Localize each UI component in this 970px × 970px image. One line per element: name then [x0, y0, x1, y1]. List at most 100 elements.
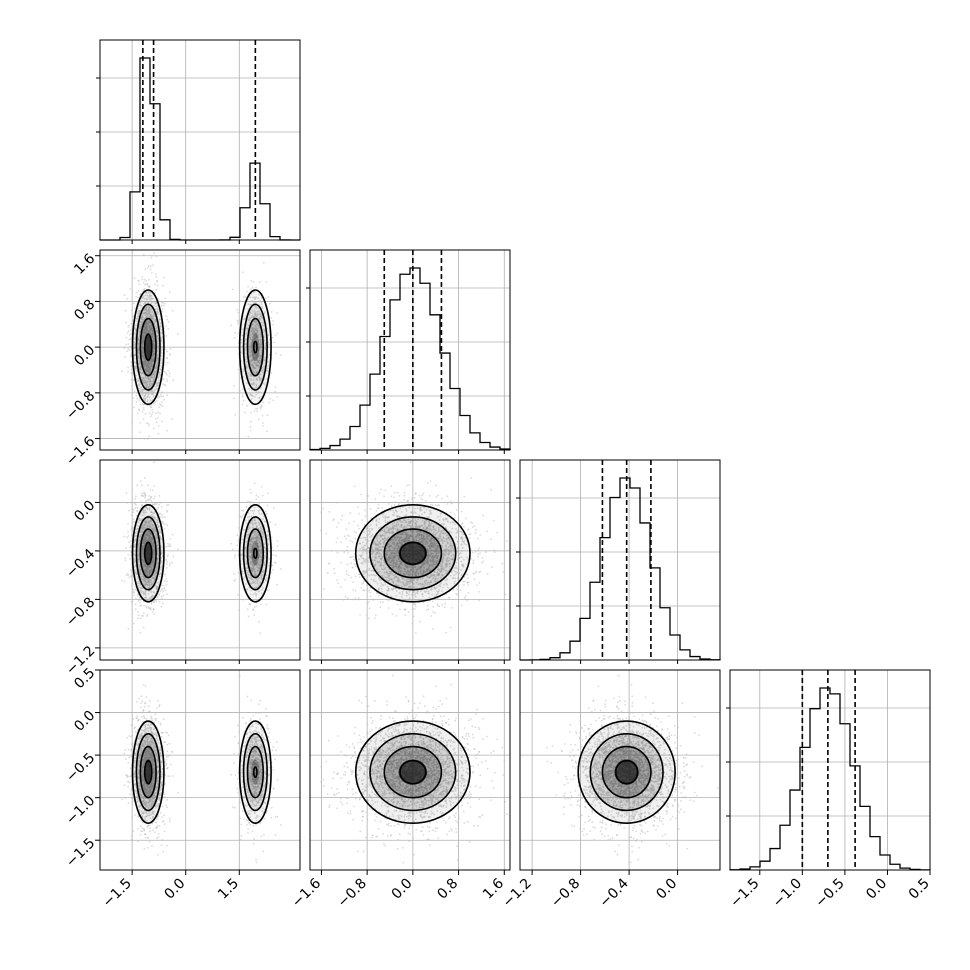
scatter-point — [123, 347, 126, 350]
scatter-point — [256, 327, 258, 330]
scatter-point — [153, 497, 155, 500]
scatter-point — [144, 413, 147, 415]
scatter-point — [276, 583, 278, 586]
scatter-point — [162, 383, 164, 386]
scatter-point — [138, 408, 140, 411]
scatter-point — [165, 563, 168, 566]
scatter-point — [136, 484, 139, 487]
scatter-point — [253, 482, 256, 485]
scatter-point — [152, 402, 155, 405]
scatter-point — [167, 369, 170, 372]
scatter-point — [156, 508, 158, 511]
scatter-point — [127, 574, 130, 577]
scatter-point — [166, 580, 169, 583]
scatter-point — [129, 569, 132, 571]
scatter-point — [131, 508, 134, 511]
scatter-point — [150, 272, 153, 274]
scatter-point — [256, 410, 258, 413]
scatter-point — [237, 322, 239, 325]
scatter-point — [171, 418, 173, 420]
scatter-point — [143, 496, 146, 499]
scatter-point — [260, 303, 263, 306]
scatter-point — [151, 611, 154, 613]
scatter-point — [262, 422, 264, 424]
scatter-point — [233, 556, 236, 559]
scatter-point — [149, 265, 152, 268]
scatter-point — [163, 384, 166, 387]
scatter-point — [141, 276, 144, 278]
scatter-point — [148, 424, 151, 427]
scatter-point — [161, 602, 164, 605]
scatter-point — [256, 314, 259, 317]
scatter-point — [160, 595, 163, 598]
scatter-point — [155, 598, 158, 601]
scatter-point — [134, 331, 137, 334]
scatter-point — [152, 608, 155, 610]
scatter-point — [247, 285, 249, 288]
scatter-point — [145, 499, 148, 502]
scatter-point — [163, 528, 166, 530]
scatter-point — [137, 611, 140, 613]
scatter-point — [148, 279, 150, 281]
scatter-point — [166, 318, 169, 321]
scatter-point — [124, 309, 127, 312]
scatter-point — [134, 608, 137, 611]
y-tick-label: 0.8 — [71, 296, 98, 323]
scatter-point — [151, 408, 154, 411]
scatter-point — [247, 615, 250, 618]
scatter-point — [161, 506, 163, 508]
scatter-point — [166, 560, 169, 563]
scatter-point — [149, 488, 152, 491]
scatter-point — [253, 614, 255, 616]
scatter-point — [133, 502, 136, 505]
scatter-point — [267, 296, 270, 299]
scatter-point — [159, 590, 162, 593]
scatter-point — [162, 590, 165, 593]
y-tick-label: 0.0 — [71, 342, 98, 369]
scatter-point — [121, 579, 123, 582]
scatter-point — [246, 404, 248, 407]
scatter-point — [261, 414, 264, 417]
scatter-point — [158, 395, 161, 398]
scatter-point — [142, 612, 145, 614]
scatter-point — [249, 488, 252, 491]
scatter-point — [168, 564, 171, 567]
scatter-point — [146, 405, 149, 407]
scatter-point — [139, 480, 142, 482]
scatter-point — [270, 300, 273, 303]
scatter-point — [249, 425, 252, 428]
scatter-point — [172, 555, 175, 558]
scatter-point — [125, 492, 128, 494]
scatter-point — [241, 403, 244, 406]
scatter-point — [138, 399, 140, 402]
scatter-point — [146, 400, 149, 403]
scatter-point — [250, 288, 252, 290]
scatter-point — [126, 536, 128, 539]
scatter-point — [131, 421, 133, 424]
scatter-point — [263, 261, 265, 264]
scatter-point — [266, 367, 269, 370]
scatter-point — [143, 278, 146, 281]
scatter-point — [163, 580, 166, 582]
scatter-point — [137, 595, 139, 597]
scatter-point — [231, 548, 234, 551]
scatter-point — [231, 288, 234, 291]
scatter-point — [155, 288, 158, 291]
scatter-point — [166, 593, 168, 596]
scatter-point — [126, 350, 129, 353]
scatter-point — [267, 364, 270, 367]
scatter-point — [130, 575, 133, 578]
scatter-point — [280, 354, 282, 356]
scatter-point — [234, 413, 237, 416]
scatter-point — [129, 333, 131, 336]
scatter-point — [141, 403, 144, 405]
scatter-point — [252, 608, 255, 611]
scatter-point — [138, 598, 141, 601]
scatter-point — [129, 329, 132, 331]
scatter-point — [133, 521, 136, 524]
scatter-point — [159, 501, 162, 504]
scatter-point — [249, 501, 252, 504]
scatter-point — [273, 341, 275, 344]
scatter-point — [150, 406, 153, 408]
scatter-point — [125, 321, 127, 324]
